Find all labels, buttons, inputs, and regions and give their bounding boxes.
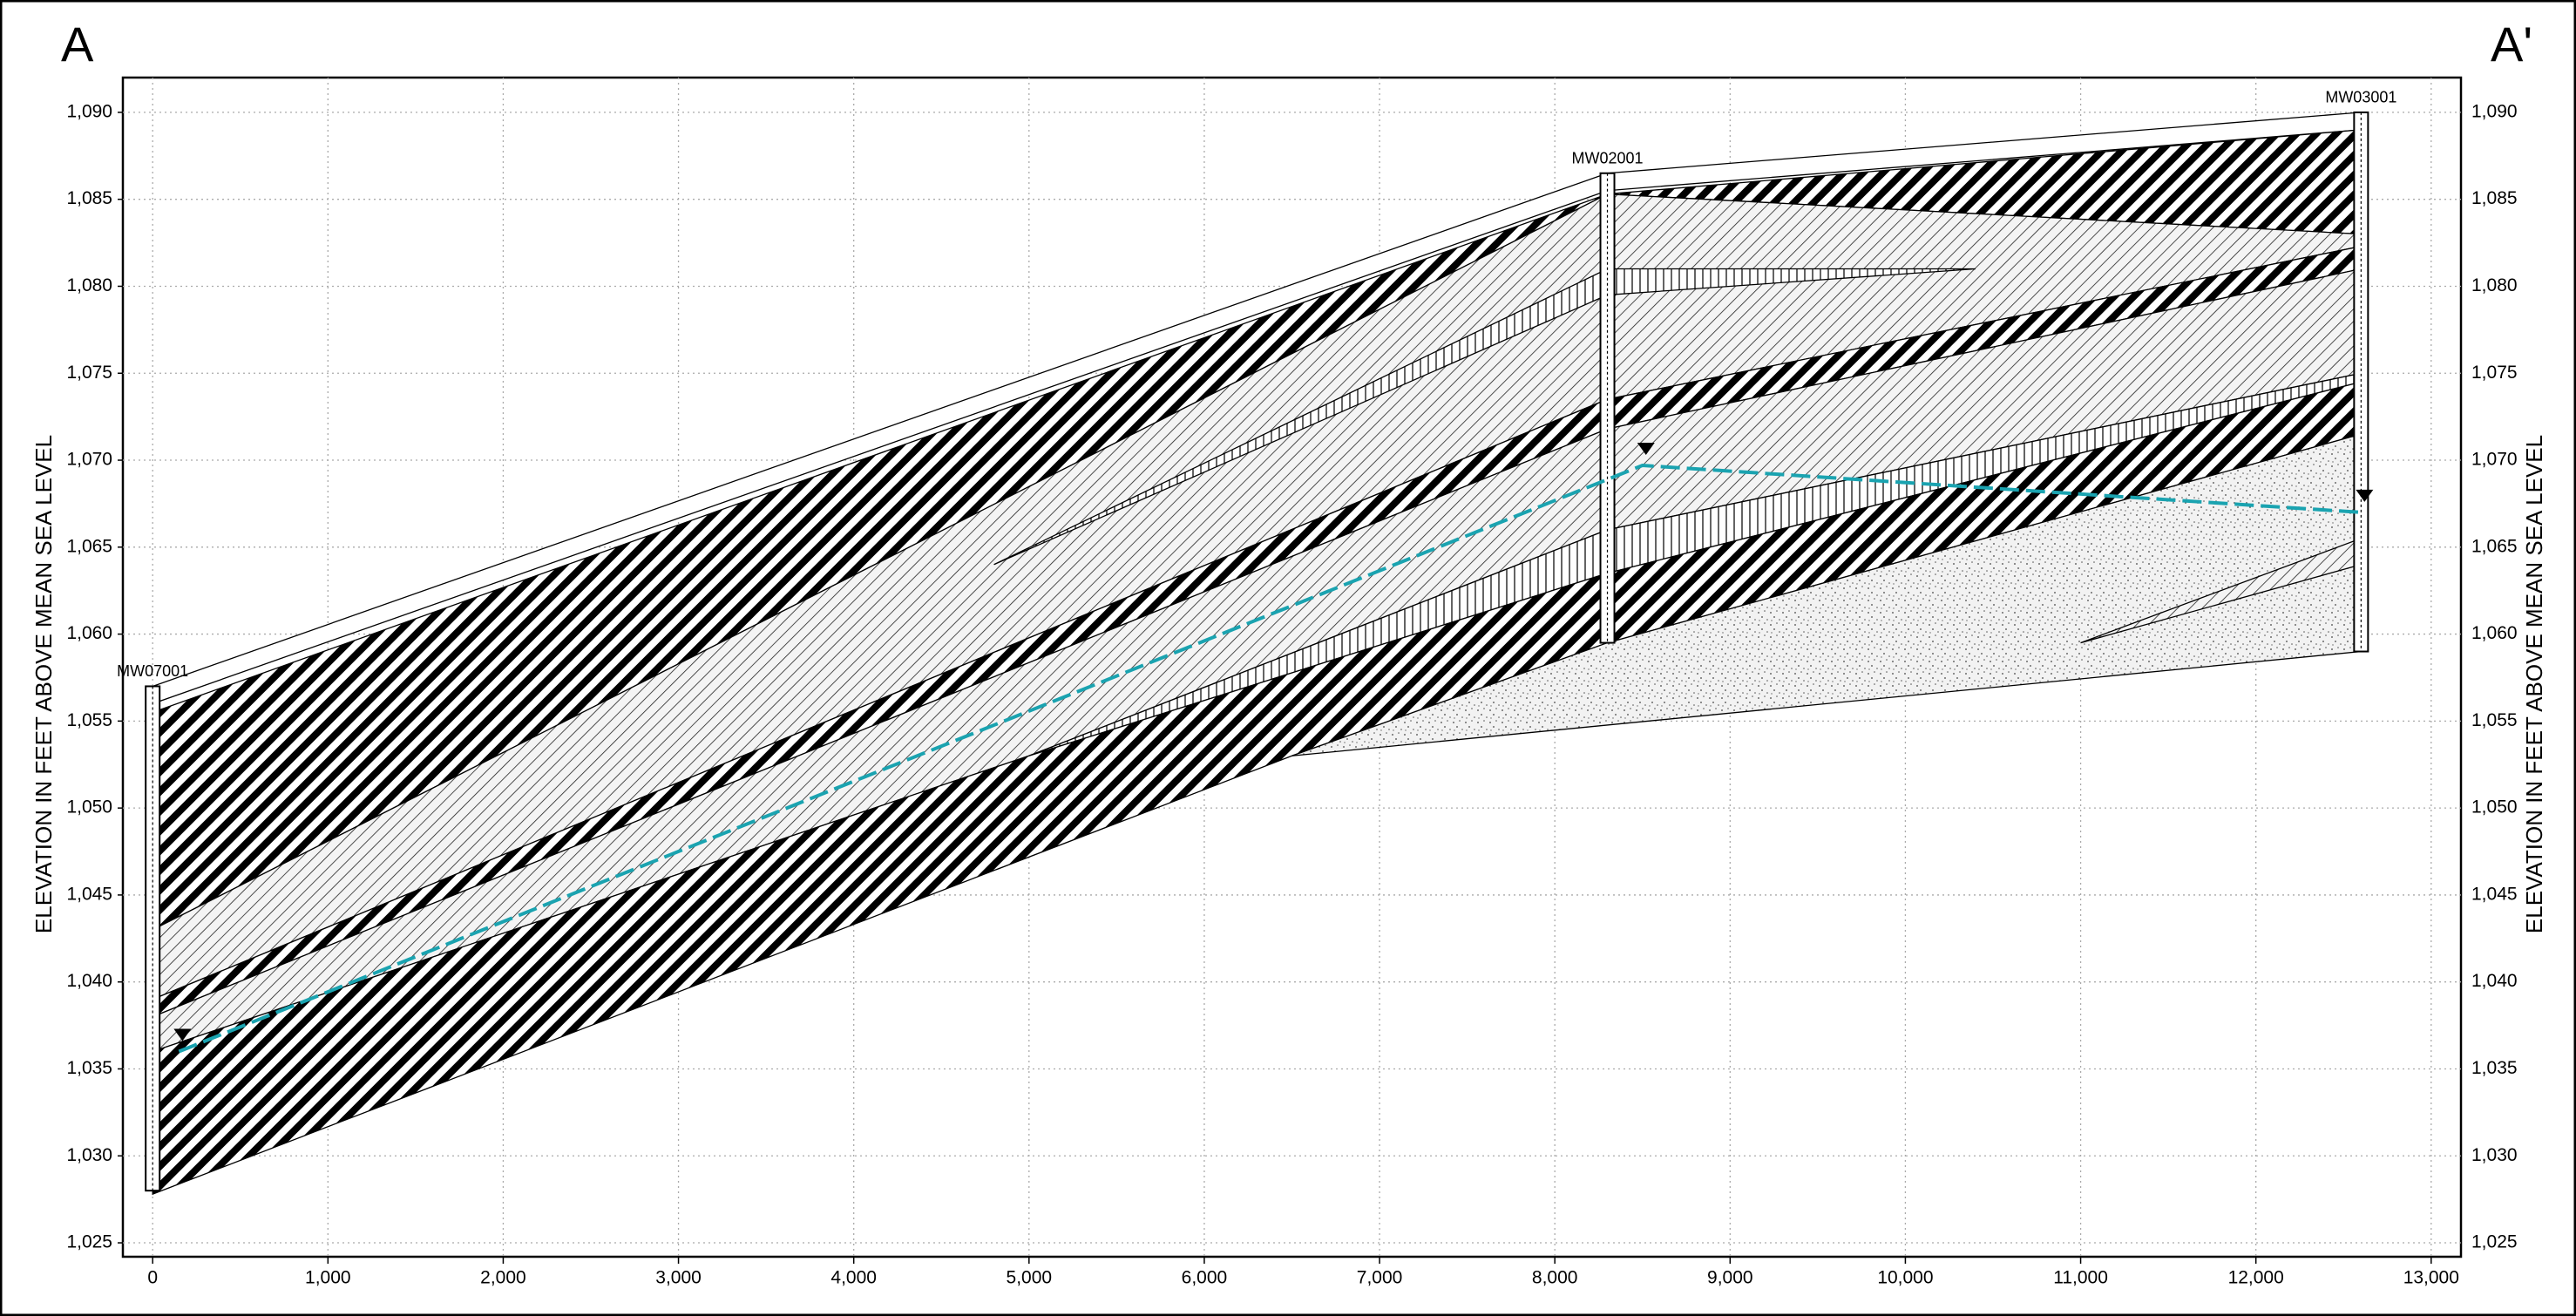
well-label: MW07001 <box>117 662 188 680</box>
y2-tick-label: 1,055 <box>2471 710 2518 730</box>
y-tick-label: 1,090 <box>66 101 112 121</box>
x-tick-label: 13,000 <box>2403 1268 2459 1288</box>
x-tick-label: 10,000 <box>1877 1268 1933 1288</box>
y2-tick-label: 1,045 <box>2471 884 2518 904</box>
x-tick-label: 5,000 <box>1007 1268 1053 1288</box>
y-tick-label: 1,080 <box>66 275 112 295</box>
y2-tick-label: 1,060 <box>2471 623 2518 643</box>
y2-tick-label: 1,065 <box>2471 536 2518 556</box>
x-tick-label: 1,000 <box>305 1268 351 1288</box>
x-tick-label: 2,000 <box>480 1268 526 1288</box>
y2-tick-label: 1,070 <box>2471 450 2518 470</box>
y-tick-label: 1,025 <box>66 1232 112 1252</box>
y2-tick-label: 1,035 <box>2471 1058 2518 1078</box>
y-tick-label: 1,085 <box>66 188 112 208</box>
y2-tick-label: 1,080 <box>2471 275 2518 295</box>
y2-tick-label: 1,050 <box>2471 797 2518 817</box>
y-tick-label: 1,040 <box>66 971 112 991</box>
y-tick-label: 1,055 <box>66 710 112 730</box>
y2-tick-label: 1,075 <box>2471 363 2518 383</box>
y2-tick-label: 1,040 <box>2471 971 2518 991</box>
x-tick-label: 7,000 <box>1357 1268 1403 1288</box>
x-tick-label: 8,000 <box>1532 1268 1578 1288</box>
x-tick-label: 6,000 <box>1182 1268 1228 1288</box>
y-tick-label: 1,075 <box>66 363 112 383</box>
y-tick-label: 1,060 <box>66 623 112 643</box>
y-tick-label: 1,035 <box>66 1058 112 1078</box>
section-end-label: A' <box>2491 17 2532 71</box>
chart: A A' ELEVATION IN FEET ABOVE MEAN SEA LE… <box>0 0 2576 1316</box>
y-tick-label: 1,030 <box>66 1145 112 1165</box>
y2-axis-title: ELEVATION IN FEET ABOVE MEAN SEA LEVEL <box>2521 435 2547 933</box>
well-label: MW03001 <box>2325 89 2396 106</box>
x-tick-label: 12,000 <box>2228 1268 2284 1288</box>
y2-tick-label: 1,025 <box>2471 1232 2518 1252</box>
y2-tick-label: 1,030 <box>2471 1145 2518 1165</box>
y-tick-label: 1,045 <box>66 884 112 904</box>
x-tick-label: 3,000 <box>655 1268 702 1288</box>
x-tick-label: 9,000 <box>1707 1268 1753 1288</box>
x-tick-label: 11,000 <box>2053 1268 2108 1288</box>
y2-tick-label: 1,085 <box>2471 188 2518 208</box>
section-start-label: A <box>61 17 94 71</box>
y-tick-label: 1,065 <box>66 536 112 556</box>
y-tick-label: 1,070 <box>66 450 112 470</box>
x-tick-label: 4,000 <box>830 1268 877 1288</box>
well-label: MW02001 <box>1572 150 1644 167</box>
x-tick-label: 0 <box>147 1268 158 1288</box>
y-tick-label: 1,050 <box>66 797 112 817</box>
y-axis-title: ELEVATION IN FEET ABOVE MEAN SEA LEVEL <box>31 435 57 933</box>
y2-tick-label: 1,090 <box>2471 101 2518 121</box>
